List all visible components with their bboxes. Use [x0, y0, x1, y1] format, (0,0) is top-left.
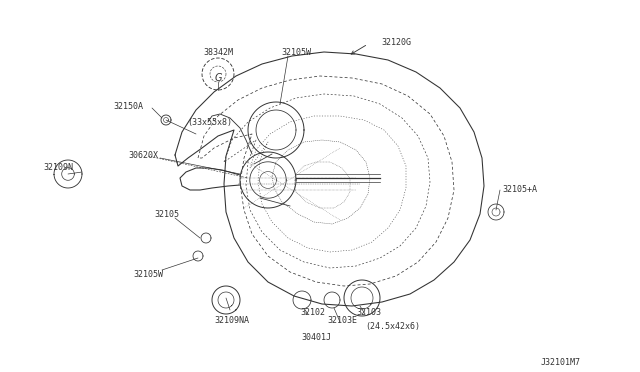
- Text: 32105W: 32105W: [133, 270, 163, 279]
- Text: 32103E: 32103E: [327, 316, 357, 325]
- Text: 32103: 32103: [356, 308, 381, 317]
- Text: 32102: 32102: [301, 308, 326, 317]
- Text: 32105W: 32105W: [281, 48, 311, 57]
- Text: G: G: [214, 73, 221, 83]
- Text: 32105+A: 32105+A: [502, 185, 537, 194]
- Text: 30401J: 30401J: [301, 333, 331, 342]
- Text: 32109N: 32109N: [43, 163, 73, 172]
- Text: 38342M: 38342M: [203, 48, 233, 57]
- Text: J32101M7: J32101M7: [541, 358, 581, 367]
- Text: 32150A: 32150A: [113, 102, 143, 111]
- Text: 32109NA: 32109NA: [214, 316, 250, 325]
- Text: (24.5x42x6): (24.5x42x6): [365, 322, 420, 331]
- Text: 30620X: 30620X: [128, 151, 158, 160]
- Text: 32120G: 32120G: [381, 38, 411, 47]
- Text: 32105: 32105: [154, 210, 179, 219]
- Text: (33x55x8): (33x55x8): [188, 118, 232, 127]
